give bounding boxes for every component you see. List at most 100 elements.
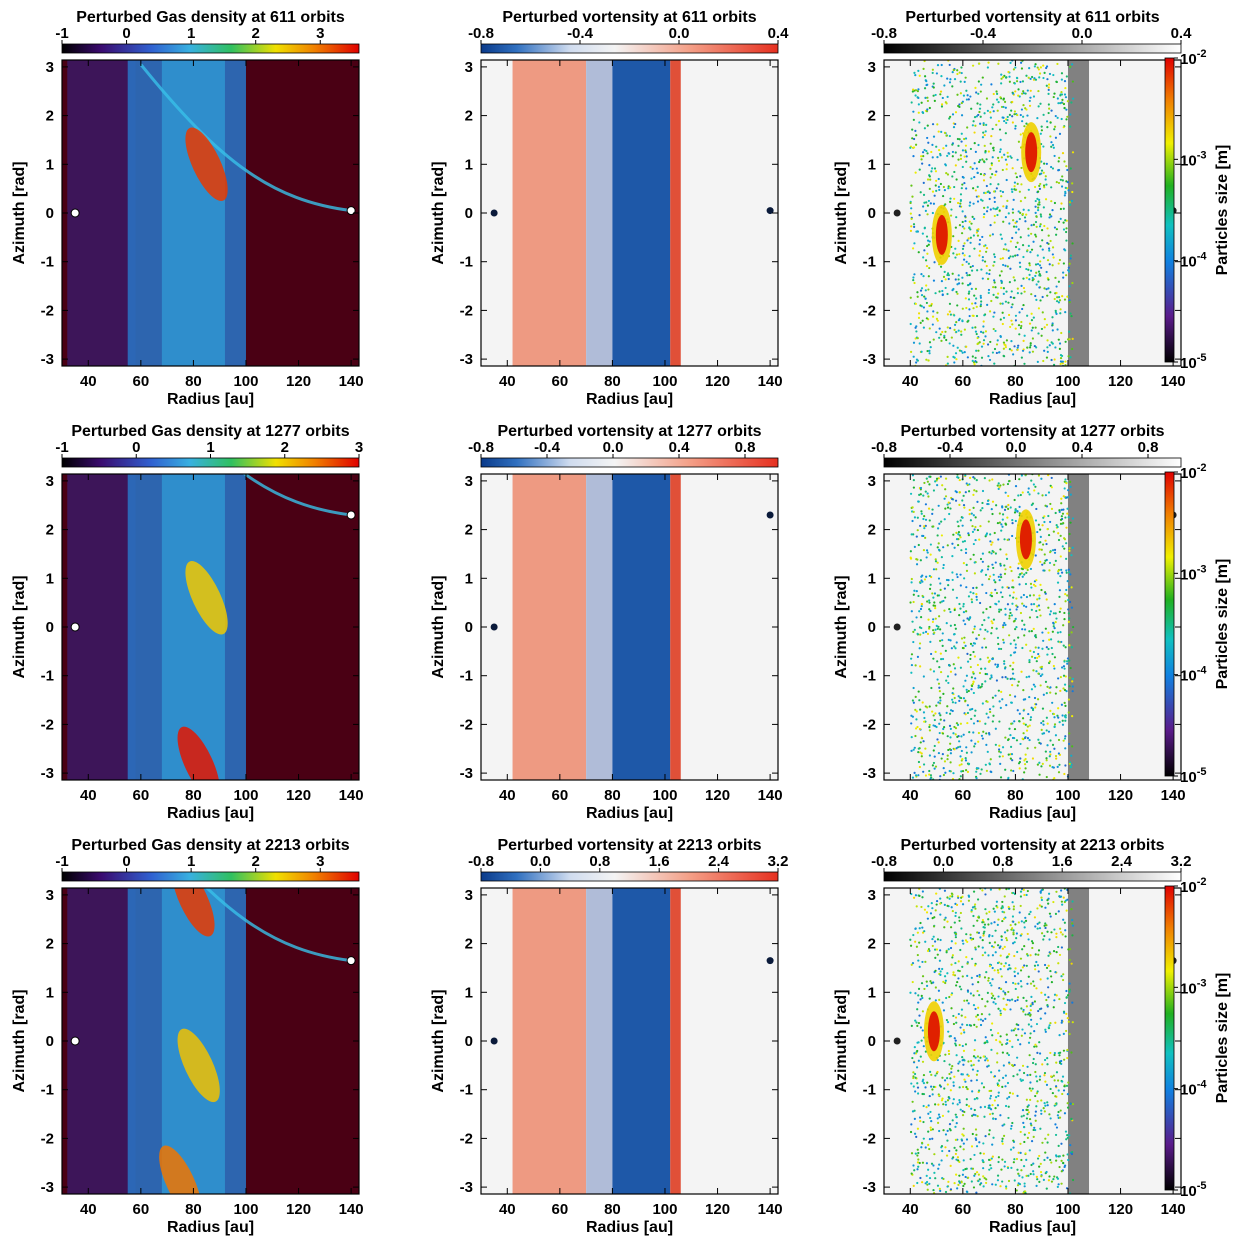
particle	[946, 920, 949, 923]
particle	[987, 923, 990, 926]
particle	[1020, 670, 1023, 673]
particle	[923, 295, 926, 298]
particle	[967, 689, 970, 693]
particle	[984, 130, 987, 133]
particle	[932, 749, 935, 752]
particle	[914, 1090, 917, 1093]
particle	[1049, 1021, 1052, 1025]
particle	[984, 680, 987, 683]
particle	[946, 1076, 949, 1080]
particle	[980, 356, 984, 359]
particle	[1018, 311, 1021, 314]
particle	[947, 681, 950, 685]
particle	[933, 1153, 936, 1156]
particle	[1041, 1063, 1044, 1066]
particle	[966, 989, 970, 992]
particle	[937, 504, 940, 507]
particle	[986, 190, 989, 194]
particle	[1035, 987, 1038, 990]
particle	[950, 963, 953, 966]
particle	[974, 709, 977, 712]
particle	[944, 477, 948, 480]
particle	[1019, 742, 1022, 746]
particle	[984, 1017, 987, 1020]
particle	[924, 1146, 927, 1149]
particle	[1055, 312, 1058, 316]
particle	[1000, 529, 1003, 532]
particle	[1015, 220, 1018, 223]
particle	[1014, 1027, 1017, 1030]
particle	[977, 740, 980, 743]
particle	[1047, 964, 1050, 967]
particle	[1005, 1003, 1008, 1006]
particle	[975, 1015, 978, 1018]
particle	[943, 84, 946, 87]
particle	[959, 1108, 962, 1111]
density-panel-xtick-label: 60	[133, 373, 150, 390]
particle	[1063, 160, 1066, 163]
particle	[1033, 65, 1036, 68]
particle	[1070, 962, 1073, 965]
y-axis-label: Azimuth [rad]	[11, 989, 28, 1092]
particle	[998, 755, 1001, 758]
vortensity-colorbar-label: -0.4	[567, 25, 594, 42]
particle	[971, 524, 974, 528]
particle	[1045, 65, 1049, 68]
particle	[916, 1008, 919, 1011]
size-exponent: -5	[1197, 352, 1207, 364]
particle	[922, 1120, 925, 1124]
particle	[1012, 1029, 1015, 1032]
particle	[1004, 623, 1007, 627]
particle	[1015, 1034, 1018, 1037]
particle	[1006, 1081, 1010, 1085]
density-panel-ytick-label: -1	[41, 254, 54, 271]
particle	[1027, 1104, 1030, 1107]
particle	[1044, 504, 1047, 507]
particle	[921, 319, 924, 322]
particle	[1062, 687, 1065, 690]
particle	[1045, 757, 1048, 760]
particle	[989, 111, 992, 114]
particle	[996, 213, 999, 217]
particle	[1014, 66, 1017, 69]
particle	[964, 474, 967, 477]
particles-colorbar-label: 0.0	[1072, 25, 1093, 42]
particle	[919, 921, 922, 925]
particle	[1058, 610, 1061, 613]
particle	[921, 1029, 924, 1032]
particle	[956, 575, 959, 579]
particle	[997, 482, 1000, 485]
particle	[953, 748, 956, 751]
particle	[1028, 1054, 1031, 1057]
particle	[935, 331, 938, 334]
density-colorbar-label: -1	[55, 25, 68, 42]
particle	[1016, 292, 1019, 295]
particle	[975, 332, 978, 336]
particle	[1030, 75, 1034, 79]
particle	[933, 194, 936, 197]
particle	[946, 506, 950, 509]
particle	[1004, 736, 1007, 739]
particle	[1047, 902, 1050, 905]
particle	[962, 611, 966, 614]
particle	[1017, 494, 1020, 497]
particle	[938, 666, 941, 669]
particle	[975, 231, 979, 234]
particle	[949, 1077, 952, 1080]
particle	[1068, 685, 1071, 688]
particle	[981, 921, 984, 924]
particle	[975, 115, 978, 118]
density-panel-xtick-label: 80	[185, 787, 202, 804]
particle	[971, 215, 974, 218]
particle	[976, 171, 979, 174]
particle	[969, 476, 972, 479]
particle	[964, 151, 968, 154]
particle	[942, 1009, 946, 1012]
particle	[966, 974, 969, 977]
particle	[1005, 936, 1008, 940]
particle	[1059, 312, 1062, 315]
particle	[963, 506, 966, 509]
particle	[1026, 89, 1029, 92]
particles-colorbar	[883, 457, 1182, 468]
particle	[1055, 228, 1059, 231]
